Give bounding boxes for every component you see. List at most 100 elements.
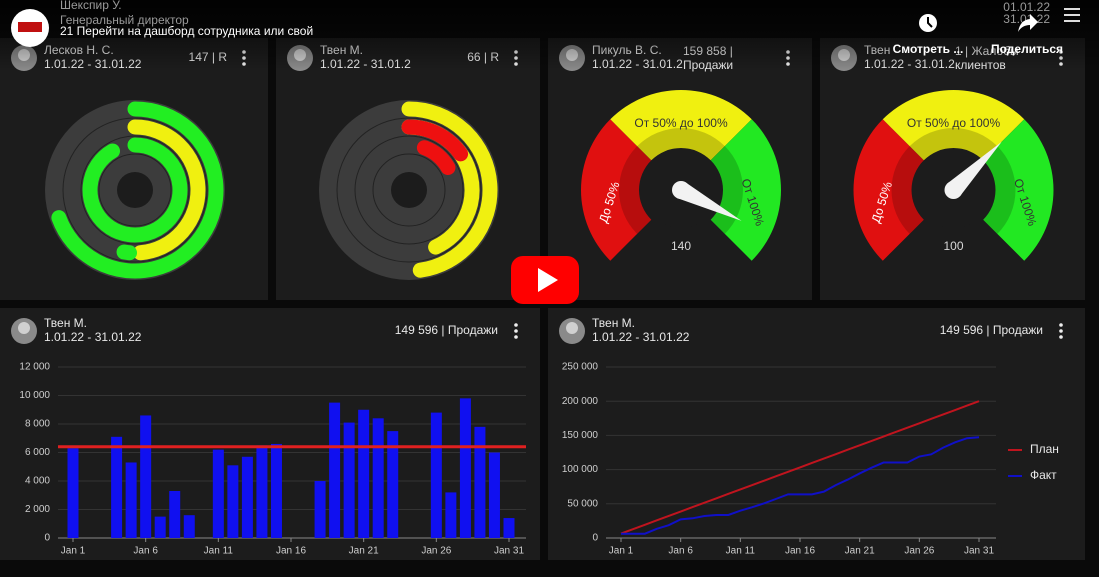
bar	[241, 456, 253, 538]
x-tick-label: Jan 11	[204, 546, 234, 557]
ring-hole	[391, 172, 427, 208]
ring-track	[98, 153, 172, 227]
ring-track	[354, 135, 464, 245]
x-tick-label: Jan 21	[349, 546, 379, 557]
x-tick-label: Jan 11	[726, 546, 756, 557]
bar	[270, 443, 282, 538]
panel	[548, 308, 1085, 560]
period: 1.01.22 - 31.01.22	[44, 330, 142, 344]
menu-dot	[1059, 323, 1063, 327]
bar	[256, 445, 268, 538]
ring-arc	[51, 101, 224, 279]
legend-label: Факт	[1030, 468, 1057, 482]
y-tick-label: 8 000	[25, 419, 50, 430]
y-tick-label: 2 000	[25, 504, 50, 515]
bar	[329, 402, 341, 538]
y-tick-label: 0	[592, 533, 598, 544]
ring-arc	[416, 140, 456, 175]
gauge-zone	[710, 119, 782, 261]
play-triangle	[538, 268, 558, 292]
channel-name: Шекспир У.	[60, 0, 122, 12]
bar	[67, 448, 79, 538]
x-tick-label: Jan 1	[609, 546, 634, 557]
person-name: Твен М.	[592, 316, 635, 330]
bar	[125, 462, 137, 538]
gauge-needle-hub	[672, 181, 690, 199]
menu-icon-bar[interactable]	[1064, 14, 1080, 16]
bar	[140, 415, 152, 538]
y-tick-label: 100 000	[562, 464, 599, 475]
video-title[interactable]: 21 Перейти на дашборд сотрудника или сво…	[60, 24, 313, 38]
person-name: Твен М.	[44, 316, 87, 330]
bar	[227, 465, 239, 538]
series-line	[620, 400, 980, 535]
x-tick-label: Jan 26	[904, 546, 934, 557]
ring-track	[372, 153, 446, 227]
gauge-needle-hub	[944, 181, 963, 199]
y-tick-label: 50 000	[567, 498, 598, 509]
x-tick-label: Jan 6	[668, 546, 693, 557]
menu-dot	[1059, 329, 1063, 333]
ring-hole	[117, 172, 153, 208]
date-to: 31.01.22	[1003, 12, 1050, 26]
ring-arc	[82, 137, 188, 243]
panel	[0, 308, 540, 560]
bar	[430, 412, 442, 538]
y-tick-label: 12 000	[19, 362, 50, 373]
bar	[474, 426, 486, 538]
ring-arc	[127, 119, 206, 261]
bar	[314, 481, 326, 538]
gauge-mid-label: От 50% до 100%	[634, 116, 728, 130]
y-tick-label: 10 000	[19, 390, 50, 401]
ring-arc	[401, 101, 498, 278]
menu-icon-bar[interactable]	[1064, 8, 1080, 10]
gauge-value: 140	[671, 239, 691, 253]
menu-dot	[1059, 335, 1063, 339]
menu-dot	[514, 323, 518, 327]
gauge-zone	[882, 90, 1025, 161]
ring-arc	[401, 119, 469, 162]
bar	[358, 409, 370, 538]
avatar-face	[18, 322, 30, 334]
gauge-zone	[853, 119, 924, 261]
bar	[387, 431, 399, 538]
ring-track	[80, 135, 190, 245]
avatar-face	[566, 322, 578, 334]
x-tick-label: Jan 26	[421, 546, 451, 557]
x-tick-label: Jan 31	[964, 546, 994, 557]
bar	[372, 418, 384, 538]
gauge-inner-shade	[619, 128, 743, 234]
gauge-zone	[610, 90, 752, 161]
gauge-mid-label: От 50% до 100%	[907, 116, 1001, 130]
top-fade	[0, 0, 1099, 70]
y-tick-label: 6 000	[25, 447, 50, 458]
gauge-inner-shade	[891, 128, 1016, 234]
bar	[111, 436, 123, 538]
y-tick-label: 150 000	[562, 430, 599, 441]
y-tick-label: 200 000	[562, 396, 599, 407]
menu-dot	[514, 329, 518, 333]
share-icon[interactable]	[1018, 14, 1038, 32]
x-tick-label: Jan 31	[494, 546, 524, 557]
x-tick-label: Jan 16	[276, 546, 306, 557]
menu-dot	[514, 335, 518, 339]
ring-track	[62, 117, 208, 263]
menu-icon-bar[interactable]	[1064, 20, 1080, 22]
ring-track	[336, 117, 482, 263]
bar	[445, 492, 457, 538]
y-tick-label: 0	[44, 533, 50, 544]
bar	[154, 516, 166, 538]
y-tick-label: 250 000	[562, 362, 599, 373]
bar	[212, 449, 224, 538]
period: 1.01.22 - 31.01.22	[592, 330, 690, 344]
gauge-zone	[983, 119, 1054, 261]
watch-later[interactable]: Смотреть ...	[893, 42, 964, 56]
bar	[343, 422, 355, 538]
share[interactable]: Поделиться	[991, 42, 1063, 56]
watch-later-hand	[927, 17, 933, 28]
x-tick-label: Jan 6	[133, 546, 158, 557]
ring-arc	[116, 244, 138, 261]
bar	[183, 515, 195, 538]
x-tick-label: Jan 16	[785, 546, 815, 557]
